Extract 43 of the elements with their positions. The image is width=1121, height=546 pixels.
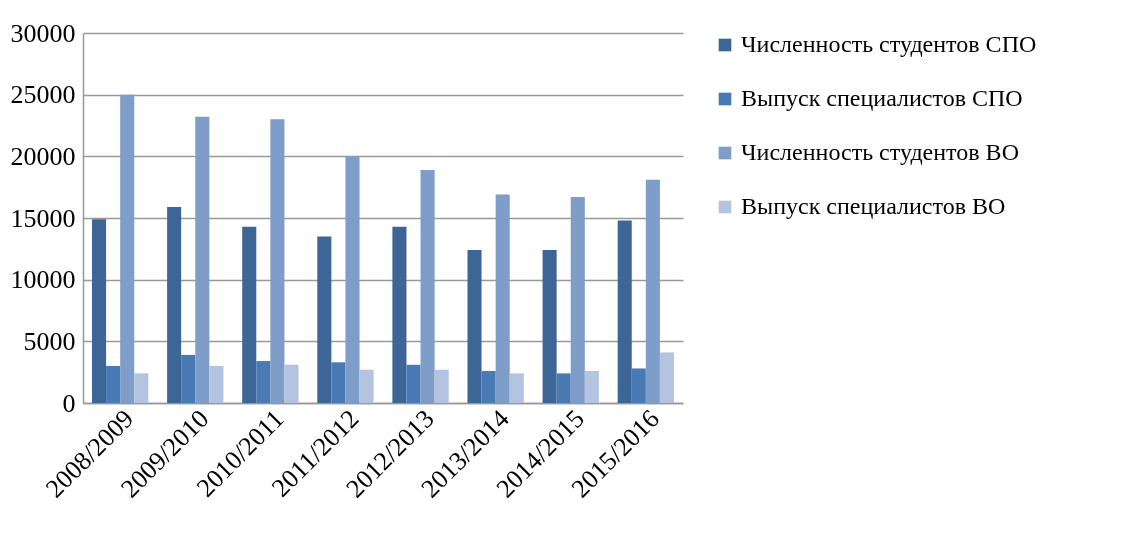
bar [106, 366, 121, 403]
bar [209, 366, 224, 403]
y-tick-label: 5000 [23, 326, 76, 356]
bar [420, 169, 435, 403]
legend-label: Численность студентов СПО [741, 31, 1037, 57]
bar [584, 370, 599, 403]
bar [359, 369, 374, 403]
bar [659, 352, 674, 403]
bar [195, 116, 210, 403]
y-tick-label: 20000 [10, 141, 76, 171]
bar [509, 373, 524, 403]
bar [317, 236, 332, 403]
bar [556, 373, 571, 403]
legend-label: Численность студентов ВО [741, 139, 1019, 165]
bar [256, 361, 271, 403]
bar [434, 369, 449, 403]
y-tick-label: 30000 [10, 18, 76, 48]
bar [242, 226, 257, 403]
y-tick-label: 15000 [10, 203, 76, 233]
bar [120, 94, 135, 403]
bar [181, 354, 196, 403]
bar [481, 370, 496, 403]
bar [645, 179, 660, 403]
bar [331, 362, 346, 403]
bar [617, 220, 632, 403]
bar [134, 373, 149, 403]
bar [284, 364, 299, 403]
legend-label: Выпуск специалистов ВО [741, 193, 1006, 219]
bar [542, 250, 557, 403]
bar [92, 219, 107, 403]
bar [167, 206, 182, 403]
bar [392, 226, 407, 403]
bar [570, 197, 585, 403]
bar [406, 364, 421, 403]
y-tick-label: 0 [62, 388, 76, 418]
bar [495, 194, 510, 403]
legend-label: Выпуск специалистов СПО [741, 85, 1023, 111]
bar [345, 156, 360, 403]
y-tick-label: 25000 [10, 80, 76, 110]
y-tick-label: 10000 [10, 265, 76, 295]
bar [467, 250, 482, 403]
bar [270, 119, 285, 403]
bar [631, 368, 646, 403]
